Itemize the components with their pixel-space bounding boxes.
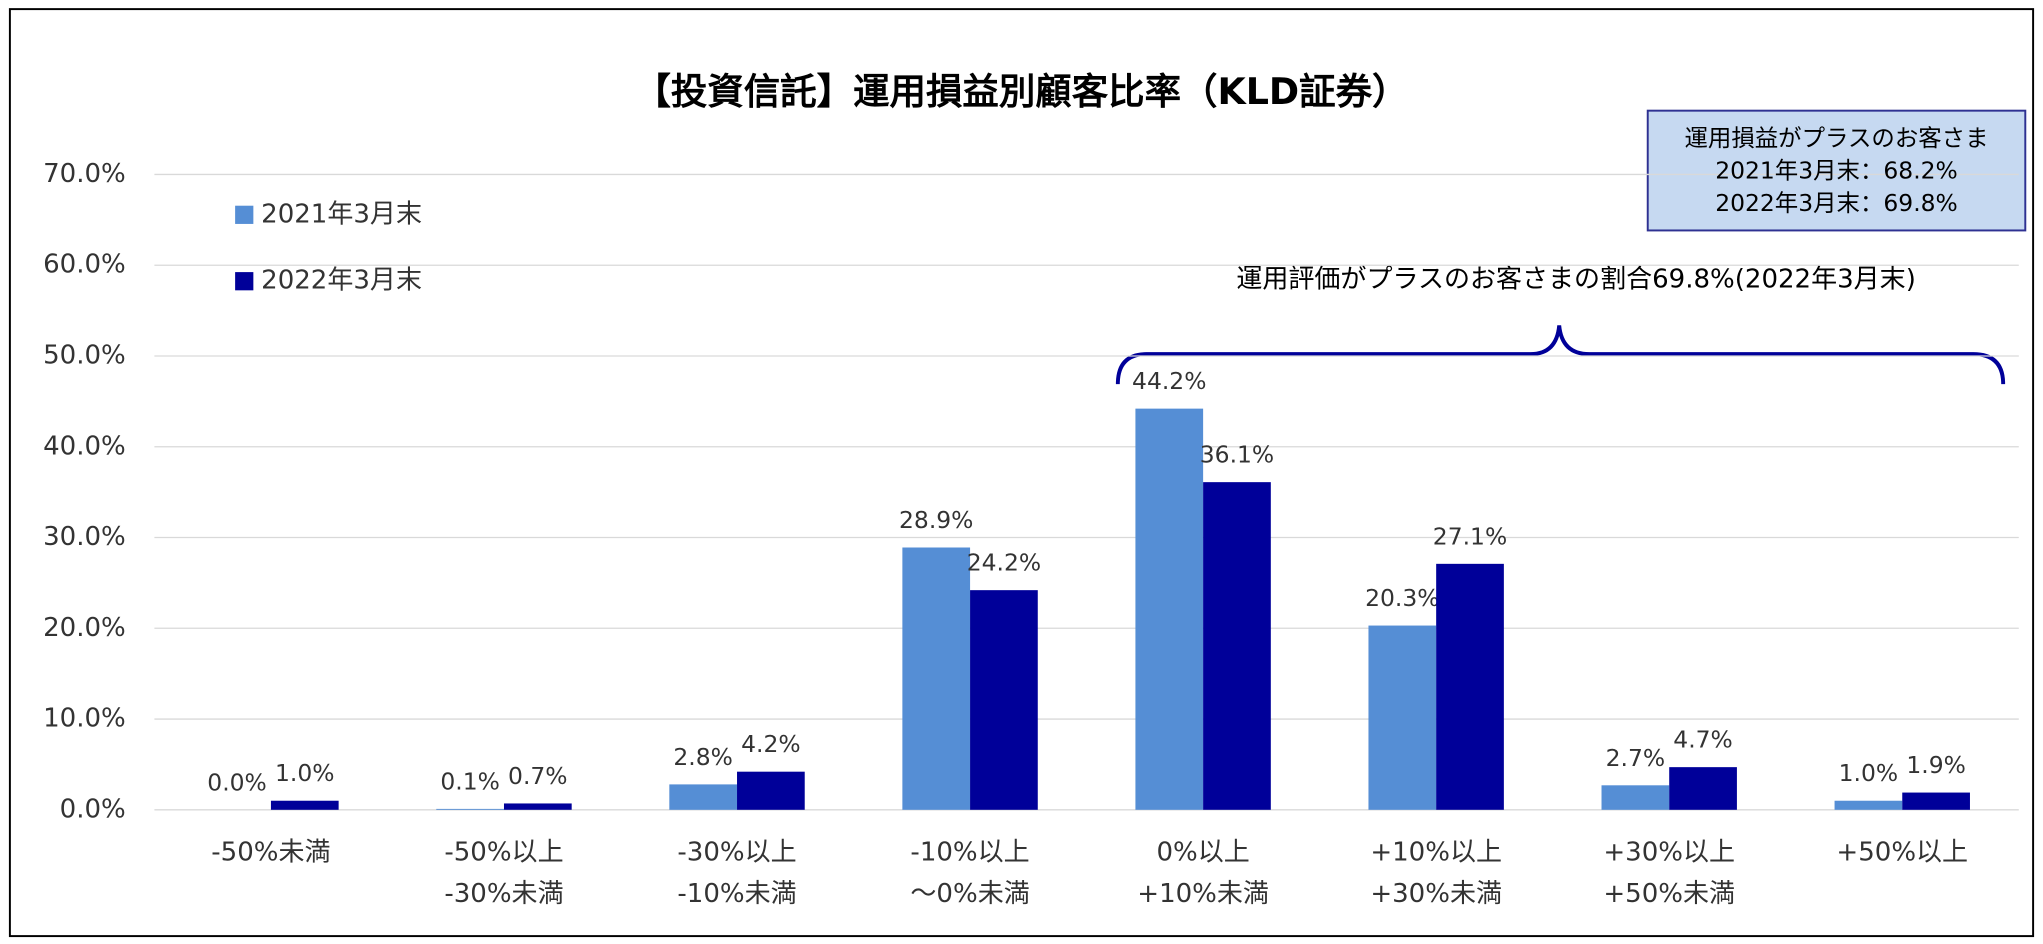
- y-tick-label: 30.0%: [43, 522, 126, 552]
- brace-label: 運用評価がプラスのお客さまの割合69.8%(2022年3月末): [1236, 264, 1915, 294]
- x-tick-label: +50%未満: [1603, 879, 1735, 909]
- bar: [902, 547, 971, 810]
- data-label: 4.7%: [1673, 726, 1733, 754]
- y-tick-label: 70.0%: [43, 159, 126, 189]
- data-label: 36.1%: [1200, 441, 1274, 469]
- data-label: 28.9%: [899, 506, 973, 534]
- data-label: 0.1%: [440, 767, 500, 795]
- y-tick-label: 0.0%: [60, 794, 126, 824]
- bar: [970, 590, 1038, 810]
- legend-swatch: [235, 205, 254, 224]
- y-tick-label: 40.0%: [43, 431, 126, 461]
- x-tick-label: ～0%未満: [910, 879, 1029, 909]
- legend-label: 2021年3月末: [261, 199, 422, 229]
- x-tick-label: -50%未満: [211, 837, 330, 867]
- annotation-box-line: 2021年3月末：68.2%: [1715, 156, 1958, 184]
- bar: [1669, 767, 1737, 810]
- x-tick-label: +50%以上: [1836, 837, 1968, 867]
- bar: [669, 784, 738, 810]
- data-label: 20.3%: [1365, 584, 1439, 612]
- data-label: 2.8%: [673, 743, 733, 771]
- x-tick-label: 0%以上: [1156, 837, 1249, 867]
- legend-label: 2022年3月末: [261, 266, 422, 296]
- bar: [1436, 563, 1504, 810]
- bar: [436, 808, 504, 810]
- x-tick-label: -30%以上: [677, 837, 796, 867]
- y-tick-label: 50.0%: [43, 340, 126, 370]
- bar: [503, 803, 572, 810]
- chart-title: 【投資信託】運用損益別顧客比率（KLD証券）: [634, 70, 1408, 113]
- data-label: 27.1%: [1433, 522, 1507, 550]
- y-tick-label: 20.0%: [43, 613, 126, 643]
- bar: [1902, 792, 1970, 810]
- x-tick-label: -30%未満: [444, 879, 563, 909]
- data-label: 0.0%: [207, 768, 267, 796]
- annotation-box-line: 運用損益がプラスのお客さま: [1685, 124, 1989, 152]
- data-label: 4.2%: [741, 730, 801, 758]
- bar: [1135, 408, 1204, 810]
- bar: [1368, 625, 1437, 810]
- data-label: 1.0%: [1839, 759, 1899, 787]
- bar: [1601, 785, 1670, 810]
- x-tick-label: -50%以上: [444, 837, 563, 867]
- x-tick-label: -10%未満: [677, 879, 796, 909]
- x-tick-label: +30%以上: [1603, 837, 1735, 867]
- x-tick-label: -10%以上: [910, 837, 1029, 867]
- data-label: 2.7%: [1606, 744, 1666, 772]
- data-label: 1.9%: [1906, 751, 1966, 779]
- bar: [1203, 482, 1271, 810]
- bar: [270, 800, 339, 810]
- bar: [1834, 800, 1903, 810]
- y-tick-label: 60.0%: [43, 250, 126, 280]
- x-tick-label: +30%未満: [1370, 879, 1502, 909]
- annotation-box: [1646, 109, 2027, 232]
- data-label: 0.7%: [508, 762, 568, 790]
- data-label: 1.0%: [275, 759, 335, 787]
- legend-swatch: [235, 272, 254, 291]
- data-label: 24.2%: [967, 549, 1041, 577]
- data-label: 44.2%: [1132, 367, 1206, 395]
- x-tick-label: +10%以上: [1370, 837, 1502, 867]
- y-tick-label: 10.0%: [43, 704, 126, 734]
- x-tick-label: +10%未満: [1137, 879, 1269, 909]
- bar: [737, 771, 805, 810]
- annotation-box-line: 2022年3月末：69.8%: [1715, 189, 1958, 217]
